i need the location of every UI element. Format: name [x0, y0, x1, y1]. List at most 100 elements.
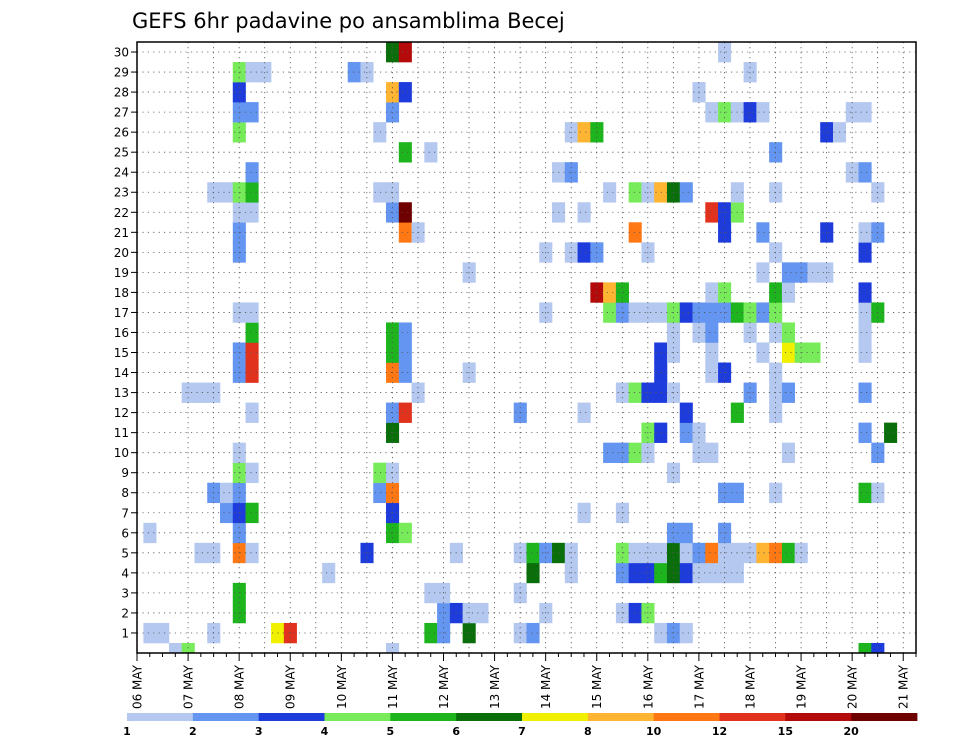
y-tick-label: 19 — [114, 266, 129, 280]
heatmap-cell — [194, 382, 208, 403]
plot-frame — [136, 41, 917, 654]
heatmap-cell — [245, 402, 259, 423]
colorbar: 1 2 3 4 5 6 7 8 10 12 15 20 — [123, 713, 918, 738]
x-tick-label: 14 MAY — [539, 664, 553, 709]
heatmap-cell — [168, 642, 182, 654]
heatmap-cell — [628, 222, 642, 243]
x-tick-label: 10 MAY — [335, 664, 349, 709]
heatmap-cell — [654, 562, 668, 584]
colorbar-swatch — [258, 713, 325, 721]
colorbar-label: 2 — [189, 725, 197, 738]
heatmap-cell — [781, 262, 795, 283]
heatmap-cell — [628, 562, 642, 584]
heatmap-cell — [245, 62, 259, 83]
heatmap-cell — [679, 402, 693, 423]
heatmap-cell — [679, 562, 693, 584]
heatmap-cell — [424, 622, 438, 644]
heatmap-cell — [245, 542, 259, 564]
heatmap-cell — [143, 522, 157, 544]
colorbar-label: 15 — [778, 725, 793, 738]
heatmap-cell — [398, 202, 412, 223]
heatmap-cell — [347, 62, 361, 83]
heatmap-cell — [398, 362, 412, 383]
colorbar-swatch — [522, 713, 589, 721]
heatmap-cell — [373, 462, 387, 484]
heatmap-cell — [245, 462, 259, 484]
heatmap-cell — [245, 302, 259, 323]
heatmap-cell — [858, 162, 872, 183]
heatmap-cell — [628, 542, 642, 564]
heatmap-cell — [424, 582, 438, 604]
y-tick-label: 6 — [121, 526, 129, 540]
heatmap-cell — [245, 502, 259, 524]
y-tick-label: 9 — [121, 466, 129, 480]
x-tick-label: 20 MAY — [846, 664, 860, 709]
y-tick-label: 14 — [114, 366, 129, 380]
heatmap-cell — [705, 562, 719, 584]
colorbar-swatch — [324, 713, 391, 721]
x-tick-label: 06 MAY — [131, 664, 145, 709]
heatmap-cell — [705, 542, 719, 564]
heatmap-cell — [781, 282, 795, 303]
y-tick-label: 28 — [114, 86, 129, 100]
heatmap-cell — [245, 342, 259, 363]
colorbar-swatch — [785, 713, 852, 721]
y-tick-label: 29 — [114, 66, 129, 80]
heatmap-cell — [705, 362, 719, 383]
x-tick-label: 08 MAY — [233, 664, 247, 709]
heatmap-cell — [781, 322, 795, 343]
y-tick-label: 21 — [114, 226, 129, 240]
heatmap-cell — [245, 102, 259, 123]
heatmap-cell — [628, 302, 642, 323]
heatmap-cell — [398, 522, 412, 544]
heatmap-cell — [220, 482, 234, 504]
heatmap-cell — [705, 302, 719, 323]
colorbar-swatch — [851, 713, 918, 721]
heatmap-cell — [756, 222, 770, 243]
heatmap-cell — [781, 382, 795, 403]
heatmap-cell — [424, 142, 438, 163]
heatmap-cell — [705, 442, 719, 463]
heatmap-cell — [577, 122, 591, 143]
heatmap-cell — [654, 382, 668, 403]
heatmap-cell — [398, 42, 412, 63]
heatmap-cell — [705, 322, 719, 343]
heatmap-cell — [220, 502, 234, 524]
heatmap-cell — [245, 322, 259, 343]
heatmap-cell — [628, 382, 642, 403]
heatmap-cell — [858, 322, 872, 343]
y-tick-label: 1 — [121, 626, 129, 640]
heatmap-cell — [526, 562, 540, 584]
x-tick-label: 09 MAY — [284, 664, 298, 709]
heatmap-cell — [220, 182, 234, 203]
heatmap-cell — [679, 622, 693, 644]
heatmap-cell — [679, 182, 693, 203]
heatmap-cell — [858, 482, 872, 504]
heatmap-cell — [603, 282, 617, 303]
heatmap-cell — [577, 502, 591, 524]
heatmap-cell — [679, 422, 693, 443]
y-tick-label: 3 — [121, 586, 129, 600]
heatmap-cell — [654, 182, 668, 203]
heatmap-cell — [756, 262, 770, 283]
heatmap-cell — [577, 202, 591, 223]
y-tick-label: 23 — [114, 186, 129, 200]
heatmap-cell — [322, 562, 336, 584]
y-tick-label: 4 — [121, 566, 129, 580]
y-axis-ticks: 1234567891011121314151617181920212223242… — [114, 46, 137, 640]
colorbar-label: 12 — [712, 725, 727, 738]
colorbar-swatch — [192, 713, 260, 721]
y-tick-label: 7 — [121, 506, 129, 520]
heatmap-cell — [858, 382, 872, 403]
heatmap-cell — [781, 442, 795, 463]
x-tick-label: 19 MAY — [795, 664, 809, 709]
heatmap-cell — [245, 162, 259, 183]
heatmap-cell — [705, 202, 719, 223]
heatmap-cell — [603, 442, 617, 463]
heatmap-cell — [858, 242, 872, 263]
y-tick-label: 5 — [121, 546, 129, 560]
heatmap-cell — [398, 342, 412, 363]
heatmap-cell — [628, 602, 642, 624]
heatmap-cell — [858, 282, 872, 303]
y-tick-label: 26 — [114, 126, 129, 140]
